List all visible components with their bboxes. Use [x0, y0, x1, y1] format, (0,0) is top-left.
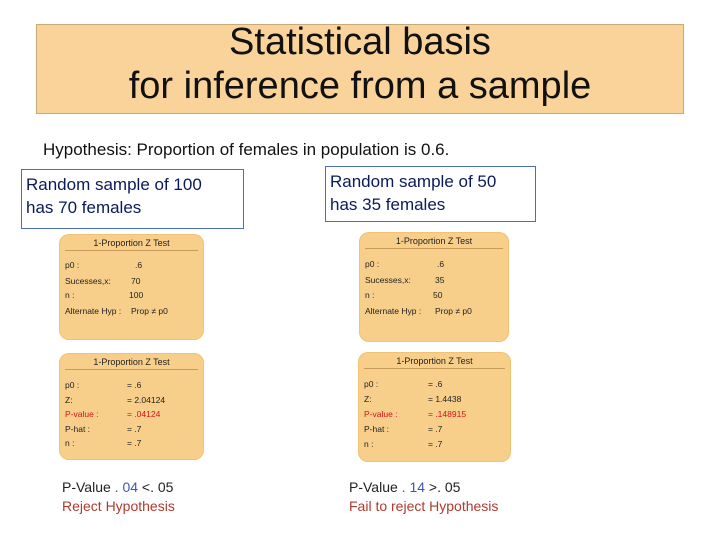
calc-label: p0 :: [365, 259, 380, 269]
calc-label: n :: [364, 439, 374, 449]
calc-label: P-value :: [65, 409, 99, 419]
calc-label: P-hat :: [364, 424, 390, 434]
calc-input-right: 1-Proportion Z Test p0 : .6 Sucesses,x: …: [359, 232, 509, 342]
calc-value: .6: [437, 259, 445, 269]
calc-divider: [65, 369, 198, 370]
title-line-2: for inference from a sample: [128, 65, 592, 107]
hypothesis-text: Hypothesis: Proportion of females in pop…: [43, 140, 450, 159]
pvalue-number: . 04: [114, 479, 139, 495]
calc-value: Prop ≠ p0: [131, 306, 168, 316]
calc-value: 100: [129, 290, 144, 300]
sample-box-left: Random sample of 100 has 70 females: [21, 169, 244, 229]
sample-left-line1: Random sample of 100: [26, 175, 202, 194]
calc-label: n :: [65, 438, 75, 448]
slide-title: Statistical basis for inference from a s…: [36, 20, 684, 108]
title-line-1: Statistical basis: [229, 21, 491, 63]
calc-value: Prop ≠ p0: [435, 306, 472, 316]
sample-box-right: Random sample of 50 has 35 females: [325, 166, 536, 222]
conclusion-right: P-Value . 14 >. 05 Fail to reject Hypoth…: [349, 478, 498, 516]
calc-label: Sucesses,x:: [365, 275, 411, 285]
conclusion-left-comparison: P-Value . 04 <. 05: [62, 478, 175, 497]
calc-row: Alternate Hyp : Prop ≠ p0: [65, 306, 198, 317]
calc-value: 35: [435, 275, 445, 285]
calc-value: = 1.4438: [428, 394, 462, 404]
calc-value: 70: [131, 276, 141, 286]
calc-label: n :: [65, 290, 75, 300]
calc-value: = .7: [127, 438, 142, 448]
calc-label: Alternate Hyp :: [65, 306, 122, 316]
pvalue-prefix: P-Value: [349, 479, 398, 495]
calc-header: 1-Proportion Z Test: [93, 357, 170, 367]
conclusion-right-result: Fail to reject Hypothesis: [349, 498, 499, 514]
pvalue-compare: >. 05: [428, 479, 461, 495]
title-banner: [36, 24, 684, 114]
calc-row: Z: = 1.4438: [364, 394, 505, 405]
conclusion-left: P-Value . 04 <. 05 Reject Hypothesis: [62, 478, 175, 516]
calc-label: p0 :: [364, 379, 379, 389]
calc-label: p0 :: [65, 260, 80, 270]
sample-left-line2: has 70 females: [26, 198, 142, 217]
calc-label: Z:: [65, 395, 73, 405]
pvalue-compare: <. 05: [141, 479, 174, 495]
calc-value: = .04124: [127, 409, 161, 419]
calc-label: Z:: [364, 394, 372, 404]
calc-row: Sucesses,x: 70: [65, 276, 198, 287]
calc-value: 50: [433, 290, 443, 300]
calc-value: .6: [135, 260, 143, 270]
calc-row: n : 50: [365, 290, 503, 301]
calc-row: n : 100: [65, 290, 198, 301]
calc-row: n : = .7: [364, 439, 505, 450]
calc-row: n : = .7: [65, 438, 198, 449]
calc-row: p0 : .6: [65, 260, 198, 271]
calc-label: Sucesses,x:: [65, 276, 111, 286]
calc-row: p0 : .6: [365, 259, 503, 270]
calc-value: = .148915: [428, 409, 467, 419]
calc-header: 1-Proportion Z Test: [93, 238, 170, 248]
calc-row: Sucesses,x: 35: [365, 275, 503, 286]
conclusion-right-comparison: P-Value . 14 >. 05: [349, 478, 498, 497]
calc-label: n :: [365, 290, 375, 300]
calc-label: p0 :: [65, 380, 80, 390]
calc-row: P-hat : = .7: [65, 424, 198, 435]
calc-row: p0 : = .6: [364, 379, 505, 390]
calc-value: = .6: [127, 380, 142, 390]
calc-label: P-value :: [364, 409, 398, 419]
calc-value: = .7: [428, 439, 443, 449]
calc-value: = .6: [428, 379, 443, 389]
calc-row-pvalue: P-value : = .148915: [364, 409, 505, 420]
calc-row-pvalue: P-value : = .04124: [65, 409, 198, 420]
sample-right-line1: Random sample of 50: [330, 172, 497, 191]
calc-row: p0 : = .6: [65, 380, 198, 391]
calc-label: P-hat :: [65, 424, 91, 434]
conclusion-left-result: Reject Hypothesis: [62, 498, 175, 514]
calc-row: Z: = 2.04124: [65, 395, 198, 406]
calc-divider: [364, 368, 505, 369]
calc-result-right: 1-Proportion Z Test p0 : = .6 Z: = 1.443…: [358, 352, 511, 462]
calc-value: = .7: [127, 424, 142, 434]
calc-input-left: 1-Proportion Z Test p0 : .6 Sucesses,x: …: [59, 234, 204, 340]
calc-result-left: 1-Proportion Z Test p0 : = .6 Z: = 2.041…: [59, 353, 204, 460]
calc-header: 1-Proportion Z Test: [395, 236, 473, 246]
calc-row: P-hat : = .7: [364, 424, 505, 435]
calc-header: 1-Proportion Z Test: [396, 356, 473, 366]
calc-value: = .7: [428, 424, 443, 434]
calc-divider: [65, 250, 198, 251]
calc-divider: [365, 248, 503, 249]
pvalue-prefix: P-Value: [62, 479, 111, 495]
calc-row: Alternate Hyp : Prop ≠ p0: [365, 306, 503, 317]
calc-label: Alternate Hyp :: [365, 306, 422, 316]
sample-right-line2: has 35 females: [330, 195, 446, 214]
calc-value: = 2.04124: [127, 395, 166, 405]
pvalue-number: . 14: [401, 479, 426, 495]
